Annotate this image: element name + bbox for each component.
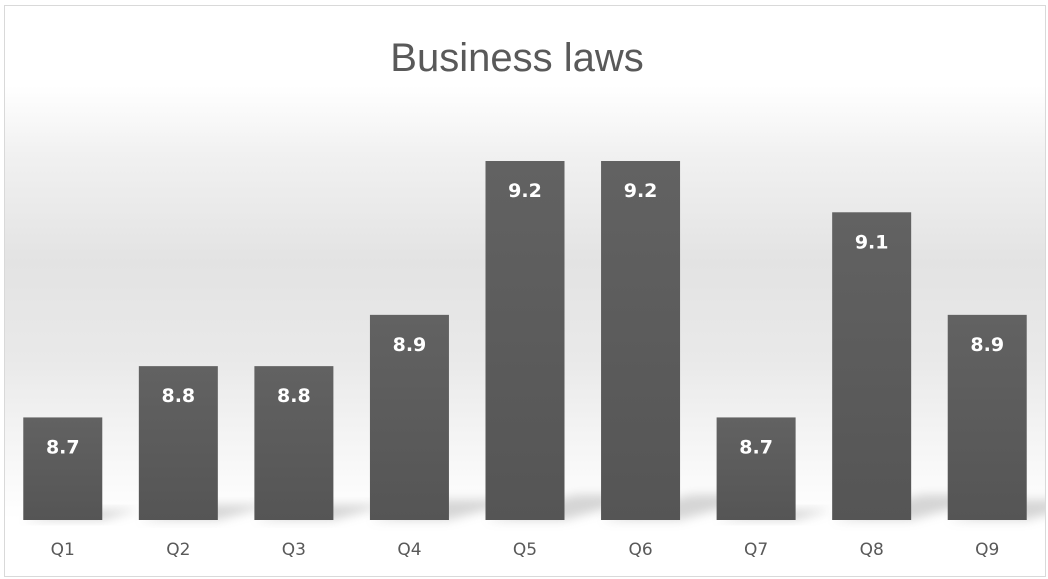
data-label-q1: 8.7 — [46, 436, 80, 458]
x-tick-q5: Q5 — [513, 540, 537, 560]
bar-chart: Business laws 8.78.8 8.88.99.2 9.28.79.18.… — [23, 36, 1045, 560]
bar-q1 — [23, 417, 103, 520]
x-axis-ticks: Q1 Q2 Q3 Q4 Q5 Q6 Q7 Q8 Q9 — [51, 540, 1000, 560]
bar-q4 — [369, 314, 449, 520]
x-tick-q2: Q2 — [166, 540, 190, 560]
data-label-q4: 8.9 — [393, 334, 427, 356]
x-tick-q1: Q1 — [51, 540, 75, 560]
x-tick-q3: Q3 — [282, 540, 306, 560]
data-label-q3: 8.8 — [277, 385, 311, 407]
bar-q8 — [832, 212, 912, 521]
x-tick-q4: Q4 — [397, 540, 421, 560]
data-label-q5: 9.2 — [508, 180, 542, 202]
data-label-q9: 8.9 — [970, 334, 1004, 356]
data-label-q7: 8.7 — [739, 436, 773, 458]
x-tick-q7: Q7 — [744, 540, 768, 560]
data-label-q2: 8.8 — [161, 385, 195, 407]
bar-q3 — [254, 366, 334, 520]
chart-area: Business laws 8.7 8.8 8.8 8.9 9.2 9.2 8.7 9.1 8.… — [4, 5, 1046, 577]
bar-q6 — [601, 161, 681, 520]
bar-q9 — [947, 314, 1027, 520]
bar-q2 — [138, 366, 218, 520]
x-tick-q9: Q9 — [975, 540, 999, 560]
data-label-q8: 9.1 — [855, 231, 889, 253]
bar-q5 — [485, 161, 565, 520]
chart-title: Business laws — [390, 36, 643, 80]
x-tick-q8: Q8 — [860, 540, 884, 560]
x-tick-q6: Q6 — [628, 540, 652, 560]
data-labels: 8.7 8.8 8.8 8.9 9.2 9.2 8.7 9.1 8.9 — [46, 180, 1004, 458]
data-label-q6: 9.2 — [624, 180, 658, 202]
bar-q7 — [716, 417, 796, 520]
bars — [23, 161, 1027, 521]
